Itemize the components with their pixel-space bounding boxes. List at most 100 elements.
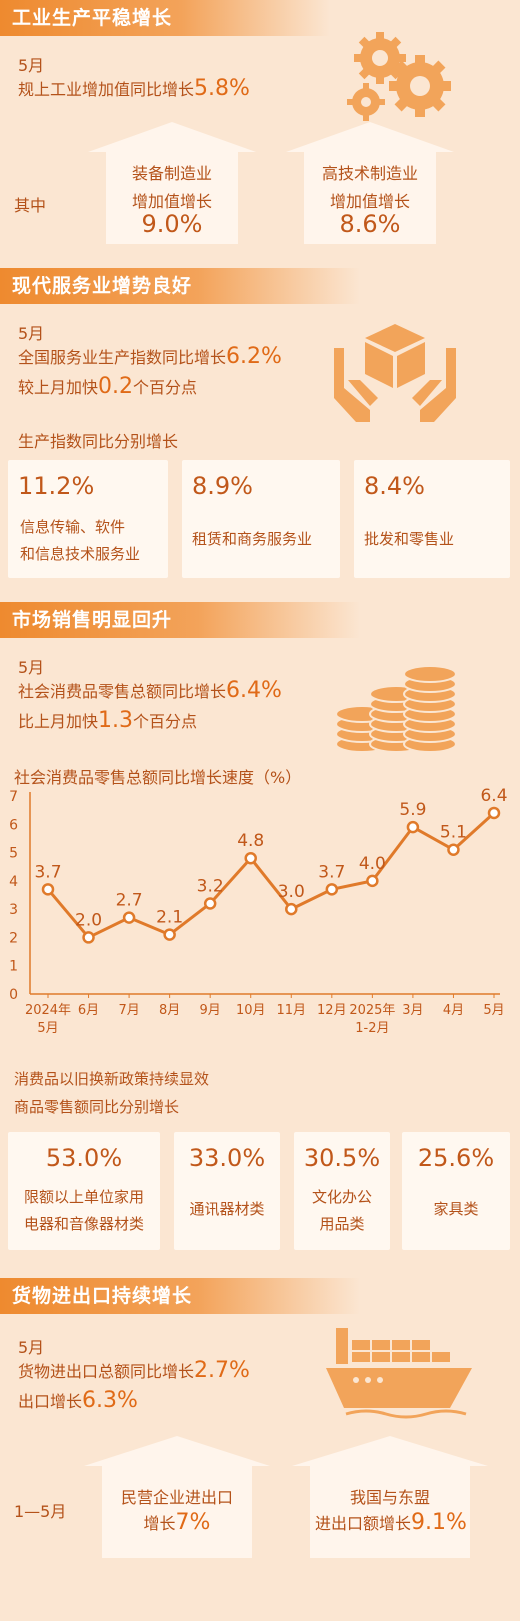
sec2-card-2-label1: 租赁和商务服务业 — [192, 530, 313, 548]
x-tick-label: 5月 — [483, 1003, 504, 1018]
sec4-box1-line2-text: 增长 — [143, 1514, 176, 1533]
sec4-box2-line1: 我国与东盟 — [349, 1488, 430, 1507]
sec3-card-1-label2: 电器和音像器材类 — [23, 1215, 144, 1233]
sec3-policy2: 商品零售额同比分别增长 — [14, 1098, 180, 1116]
sec4-line1-text: 货物进出口总额同比增长 — [18, 1362, 195, 1381]
sec4-arrow-box-2 — [292, 1436, 488, 1558]
sec2-line2-value: 0.2 — [98, 374, 134, 399]
sec3-card-4: 25.6% 家具类 — [402, 1132, 510, 1250]
x-tick-label: 3月 — [402, 1003, 423, 1018]
sec3-card-3: 30.5% 文化办公 用品类 — [294, 1132, 390, 1250]
sec3-card-3-pct: 30.5% — [303, 1144, 381, 1172]
sec1-headline-text: 规上工业增加值同比增长 — [18, 80, 195, 99]
data-point — [163, 928, 176, 941]
sec1-box2-line1: 高技术制造业 — [321, 164, 418, 183]
y-tick-label: 7 — [9, 789, 18, 805]
sec1-arrow-box-2 — [286, 122, 454, 244]
sec1-qizhong: 其中 — [14, 196, 47, 215]
x-tick-label: 11月 — [276, 1003, 306, 1018]
sec3-line2: 比上月加快1.3个百分点 — [18, 708, 197, 733]
y-tick-label: 2 — [9, 930, 18, 946]
data-point — [406, 820, 420, 834]
sec1-box2-value: 8.6% — [339, 210, 401, 238]
sec4-box2-line2: 进出口额增长9.1% — [298, 1510, 484, 1535]
sec3-line2-value: 1.3 — [98, 708, 134, 733]
data-point — [487, 806, 501, 820]
sec4-line2-text: 出口增长 — [18, 1392, 83, 1411]
data-label: 2.0 — [75, 910, 102, 930]
sec4-box1-line2: 增长7% — [102, 1510, 252, 1535]
y-tick-label: 0 — [9, 987, 18, 1003]
data-label: 2.7 — [116, 891, 143, 911]
sec3-line1-value: 6.4% — [226, 678, 282, 703]
sec4-box2-line2-value: 9.1% — [411, 1510, 467, 1535]
sec3-line1-text: 社会消费品零售总额同比增长 — [18, 682, 227, 701]
sec2-line2: 较上月加快0.2个百分点 — [18, 374, 197, 399]
sec2-line1-value: 6.2% — [226, 344, 282, 369]
sec4-arrow-box-1 — [84, 1436, 270, 1558]
sec3-card-3-label2: 用品类 — [319, 1215, 365, 1233]
sec3-month: 5月 — [18, 658, 45, 677]
x-tick-label: 2025年 — [349, 1003, 395, 1018]
data-label: 3.0 — [278, 882, 305, 902]
sec3-card-3-label1: 文化办公 — [311, 1188, 372, 1206]
chart-title: 社会消费品零售总额同比增长速度（%） — [14, 768, 302, 787]
sec2-line1-text: 全国服务业生产指数同比增长 — [18, 348, 227, 367]
sec2-line1: 全国服务业生产指数同比增长6.2% — [18, 344, 282, 369]
sec3-card-1: 53.0% 限额以上单位家用 电器和音像器材类 — [8, 1132, 160, 1250]
sec3-card-2-label1: 通讯器材类 — [189, 1200, 265, 1218]
sec1-box2-line2: 增加值增长 — [329, 192, 410, 211]
x-tick-label: 7月 — [118, 1003, 139, 1018]
cargo-ship-icon — [326, 1328, 472, 1419]
sec2-card-1-pct: 11.2% — [18, 472, 95, 500]
data-point — [285, 902, 298, 916]
sec2-month: 5月 — [18, 324, 45, 343]
y-tick-label: 6 — [9, 817, 18, 833]
x-tick-label: 8月 — [159, 1003, 180, 1018]
y-tick-label: 1 — [9, 959, 18, 975]
sec3-card-2: 33.0% 通讯器材类 — [174, 1132, 280, 1250]
data-point — [366, 874, 379, 888]
sec3-line2-suffix: 个百分点 — [133, 712, 198, 731]
sec2-card-1-label2: 和信息技术服务业 — [20, 545, 141, 563]
section-title-retail: 市场销售明显回升 — [0, 602, 360, 638]
data-label: 4.8 — [237, 831, 264, 851]
sec1-box1-line1: 装备制造业 — [131, 164, 212, 183]
hands-box-icon — [334, 324, 456, 422]
sec4-period: 1—5月 — [14, 1502, 67, 1521]
sec2-card-1-label1: 信息传输、软件 — [20, 518, 126, 536]
data-point — [82, 931, 95, 944]
data-point — [122, 911, 136, 924]
x-tick-label: 4月 — [443, 1003, 464, 1018]
sec4-line2-value: 6.3% — [82, 1388, 138, 1413]
sec4-box1-line1: 民营企业进出口 — [120, 1488, 233, 1507]
sec2-line2-suffix: 个百分点 — [133, 378, 198, 397]
sec1-month: 5月 — [18, 56, 45, 75]
gears-icon — [347, 32, 451, 121]
series-line — [46, 811, 496, 939]
x-tick-label-line2: 5月 — [37, 1021, 58, 1036]
sec4-line2: 出口增长6.3% — [18, 1388, 138, 1413]
x-tick-label: 9月 — [200, 1003, 221, 1018]
sec3-card-1-pct: 53.0% — [45, 1144, 123, 1172]
x-tick-label-line2: 1-2月 — [355, 1021, 389, 1036]
y-tick-label: 3 — [9, 902, 18, 918]
x-tick-label: 2024年 — [25, 1003, 71, 1018]
sec4-month: 5月 — [18, 1338, 45, 1357]
sec2-card-2: 8.9% 租赁和商务服务业 — [182, 460, 340, 578]
sec3-card-4-label1: 家具类 — [433, 1200, 479, 1218]
sec1-box1-line2: 增加值增长 — [131, 192, 212, 211]
sec3-card-1-label1: 限额以上单位家用 — [23, 1188, 144, 1206]
sec1-headline: 规上工业增加值同比增长5.8% — [18, 76, 250, 101]
data-label: 2.1 — [156, 908, 183, 928]
data-label: 6.4 — [480, 786, 507, 806]
x-tick-label: 12月 — [317, 1003, 347, 1018]
sec3-line2-text: 比上月加快 — [18, 712, 99, 731]
y-tick-label: 5 — [9, 846, 18, 862]
y-tick-label: 4 — [9, 874, 18, 890]
sec2-sub: 生产指数同比分别增长 — [18, 432, 179, 451]
data-point — [41, 883, 55, 896]
sec4-box1-line2-value: 7% — [175, 1510, 211, 1535]
data-point — [203, 897, 217, 910]
data-point — [447, 843, 460, 856]
